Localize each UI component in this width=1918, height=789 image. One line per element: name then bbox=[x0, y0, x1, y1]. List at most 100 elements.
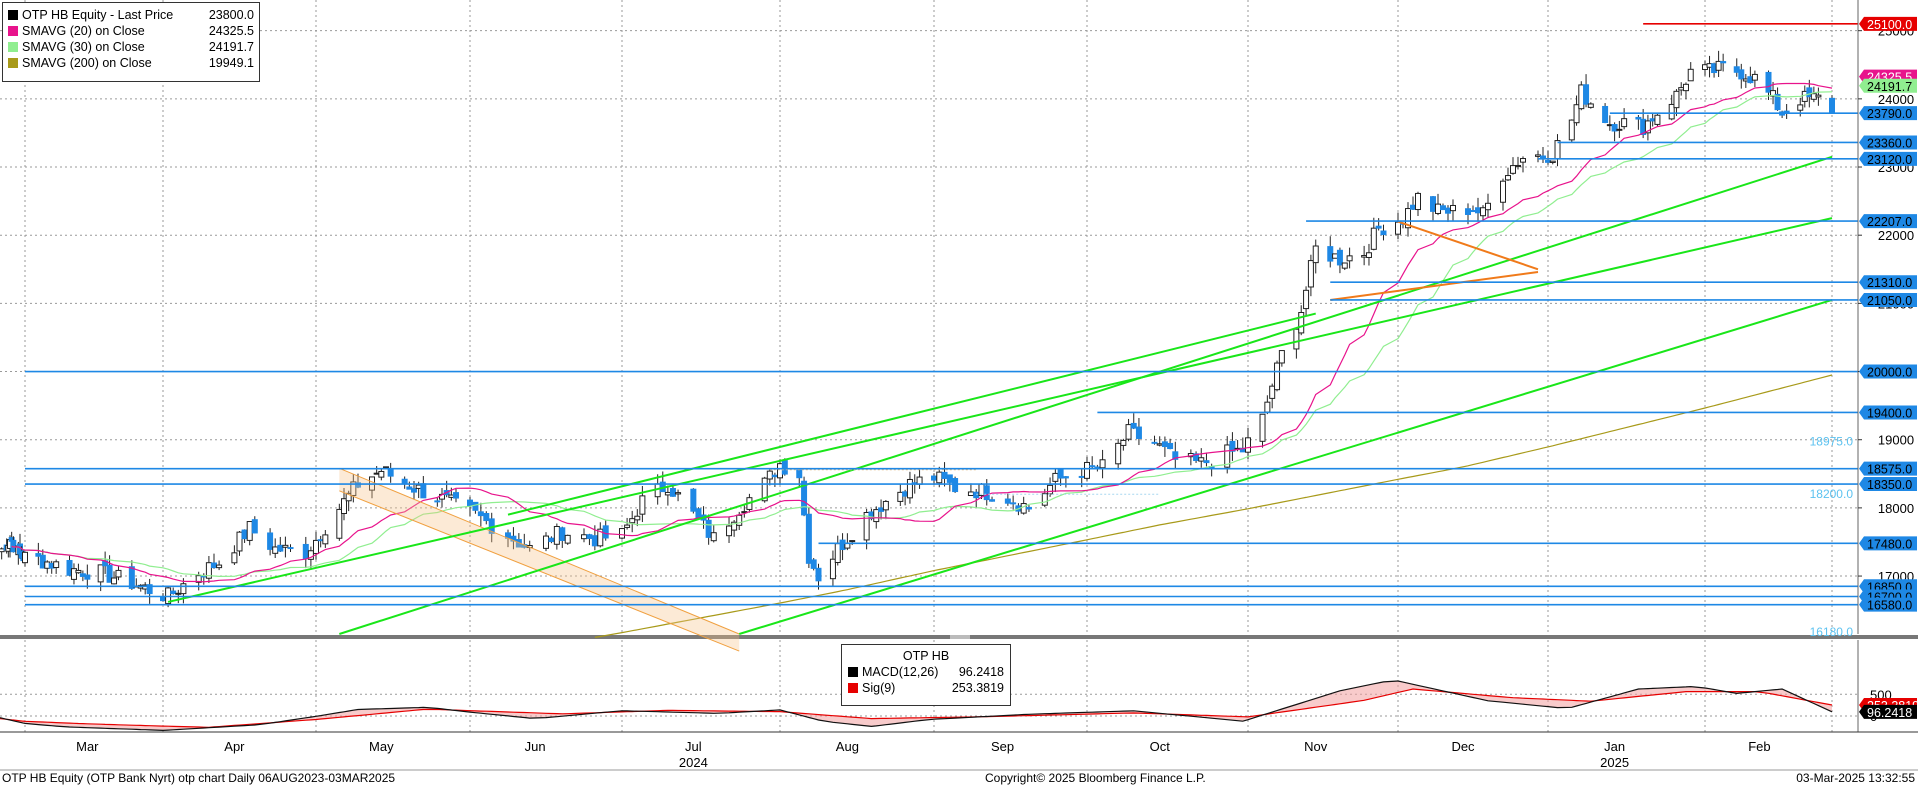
candle bbox=[111, 571, 118, 585]
candle bbox=[989, 496, 996, 502]
macd-legend-row-macd: MACD(12,26) 96.2418 bbox=[848, 664, 1004, 680]
candle bbox=[1245, 427, 1251, 460]
x-month-label: Jul bbox=[685, 739, 702, 754]
candle bbox=[1151, 435, 1158, 445]
triangle-lower bbox=[1330, 271, 1539, 301]
candle-body-down bbox=[946, 474, 953, 483]
candle bbox=[1274, 360, 1281, 392]
level-tag: 21050.0 bbox=[1859, 292, 1917, 308]
candle bbox=[731, 519, 738, 537]
candle bbox=[282, 536, 289, 558]
value-tag-bg bbox=[1859, 477, 1917, 492]
candle-body-down bbox=[1720, 61, 1727, 64]
candle-body-up bbox=[736, 514, 743, 526]
candle-body-down bbox=[1445, 207, 1451, 214]
value-tag-bg bbox=[1859, 704, 1917, 719]
candle bbox=[1673, 89, 1680, 117]
candle bbox=[543, 532, 549, 552]
candle bbox=[1370, 217, 1377, 251]
candle bbox=[1375, 218, 1382, 231]
candle-body-down bbox=[472, 501, 479, 511]
legend-row-sma20: SMAVG (20) on Close 24325.5 bbox=[8, 23, 254, 39]
candle-body-up bbox=[1052, 472, 1059, 482]
candle-body-up bbox=[1361, 255, 1368, 258]
candle bbox=[1303, 286, 1310, 317]
candle bbox=[1120, 438, 1127, 451]
value-tag-label: 22207.0 bbox=[1867, 215, 1912, 229]
macd-value-tag: 96.2418 bbox=[1859, 704, 1917, 720]
legend-value: 24325.5 bbox=[208, 24, 254, 38]
candle-body-up bbox=[1041, 493, 1048, 506]
candle-body-down bbox=[510, 535, 517, 542]
candle bbox=[559, 526, 566, 548]
legend-swatch-signal bbox=[848, 683, 858, 693]
candle-body-up bbox=[236, 531, 243, 552]
legend-swatch-sma30 bbox=[8, 42, 18, 52]
candle-body-up bbox=[1020, 503, 1027, 514]
candle-body-down bbox=[1203, 460, 1210, 464]
candle-body-down bbox=[559, 527, 566, 541]
candle-body-up bbox=[710, 532, 717, 542]
x-month-label: Feb bbox=[1748, 739, 1770, 754]
value-tag-bg bbox=[1859, 214, 1917, 229]
legend-value: 23800.0 bbox=[208, 8, 254, 22]
macd-legend-row-signal: Sig(9) 253.3819 bbox=[848, 680, 1004, 696]
candle bbox=[1682, 82, 1689, 100]
x-month-label: Jan bbox=[1604, 739, 1625, 754]
candle-body-up bbox=[1099, 459, 1106, 469]
candle-body-up bbox=[1668, 103, 1675, 120]
candle-body-up bbox=[766, 470, 773, 480]
candle-body-down bbox=[420, 483, 427, 499]
candle-body-down bbox=[287, 547, 294, 550]
candle bbox=[287, 544, 294, 552]
candle-body-up bbox=[1224, 444, 1231, 468]
candle bbox=[1485, 193, 1491, 218]
candle-body-up bbox=[1298, 312, 1305, 334]
value-tag-label: 23790.0 bbox=[1867, 107, 1912, 121]
candle-body-down bbox=[1062, 476, 1069, 479]
candle bbox=[1783, 104, 1790, 119]
candle-body-down bbox=[1172, 451, 1179, 460]
candle bbox=[710, 524, 717, 543]
level-tag: 20000.0 bbox=[1859, 364, 1917, 380]
candle bbox=[1135, 417, 1142, 446]
x-month-label: Oct bbox=[1150, 739, 1171, 754]
candle-body-up bbox=[246, 521, 253, 541]
candle bbox=[483, 511, 490, 525]
candle-body-up bbox=[1264, 401, 1271, 413]
candle-body-down bbox=[66, 559, 73, 576]
candle bbox=[1450, 199, 1456, 222]
candle-body-up bbox=[1269, 385, 1276, 399]
value-tag-bg bbox=[1859, 536, 1917, 551]
candle-body-up bbox=[1587, 103, 1594, 108]
legend-value: 19949.1 bbox=[208, 56, 254, 70]
candle-body-down bbox=[1193, 453, 1200, 461]
level-tag: 22207.0 bbox=[1859, 214, 1917, 229]
candle-body-down bbox=[586, 534, 593, 539]
candle-body-up bbox=[322, 534, 329, 545]
macd-legend-title: OTP HB bbox=[902, 649, 950, 663]
candle-body-up bbox=[1365, 252, 1372, 258]
candle-body-up bbox=[906, 478, 913, 499]
value-tag-bg bbox=[1859, 292, 1917, 307]
candle bbox=[690, 488, 697, 514]
candle bbox=[1616, 120, 1623, 138]
candle-body-up bbox=[205, 562, 212, 579]
candle-body-down bbox=[146, 584, 153, 595]
candle bbox=[810, 558, 817, 571]
candle bbox=[1229, 432, 1236, 461]
sma200-line bbox=[594, 374, 1833, 638]
candle-body-down bbox=[1738, 69, 1745, 80]
candle-body-up bbox=[1198, 457, 1205, 462]
signal-line bbox=[0, 688, 1833, 728]
value-tag-label: 20000.0 bbox=[1867, 366, 1912, 380]
candle-body-up bbox=[313, 539, 319, 554]
candle bbox=[1815, 87, 1822, 106]
candle-body-up bbox=[1505, 175, 1511, 181]
candle bbox=[1089, 456, 1096, 469]
candle-body-up bbox=[1405, 208, 1411, 229]
candle-body-up bbox=[1120, 439, 1127, 446]
candle bbox=[322, 530, 329, 548]
pane-separator-grip bbox=[950, 635, 970, 639]
candle-body-up bbox=[195, 575, 202, 583]
